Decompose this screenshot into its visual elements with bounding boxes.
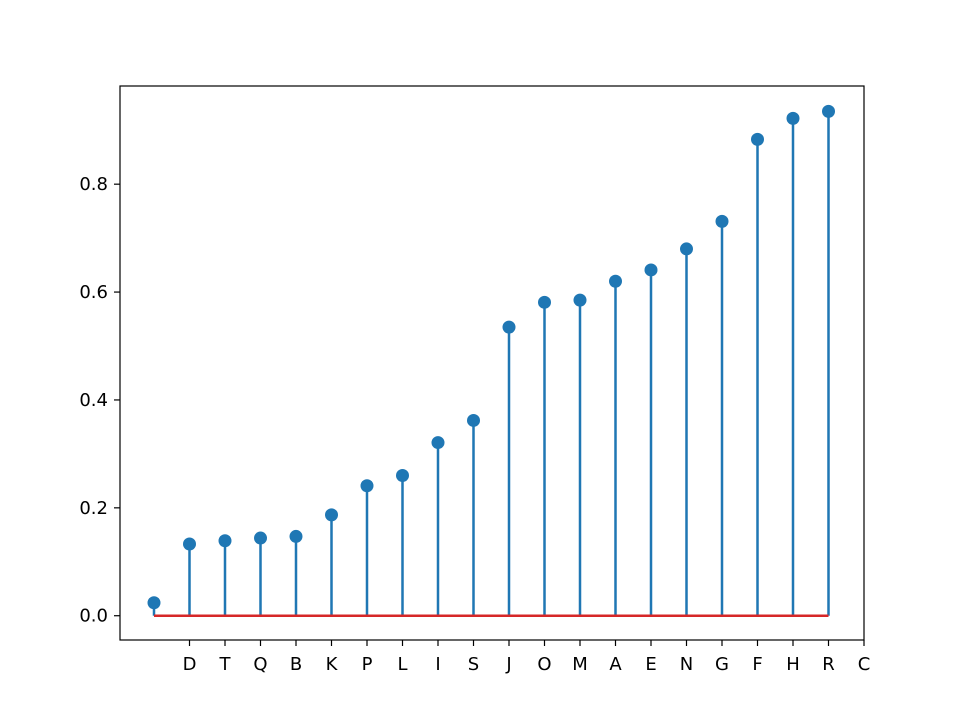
x-tick-label: K bbox=[326, 654, 339, 675]
x-tick-label: T bbox=[219, 654, 232, 675]
stem-marker bbox=[786, 111, 800, 125]
stem-marker bbox=[467, 413, 480, 427]
stem-marker bbox=[644, 263, 658, 277]
x-tick-label: R bbox=[822, 654, 835, 675]
x-tick-label: P bbox=[362, 654, 373, 675]
stem-marker bbox=[822, 104, 835, 118]
x-tick-label: J bbox=[505, 654, 511, 675]
x-tick-label: O bbox=[537, 654, 551, 675]
x-tick-label: A bbox=[609, 654, 622, 675]
y-tick-label: 0.0 bbox=[79, 606, 108, 627]
x-tick-label: C bbox=[858, 654, 871, 675]
stem-marker bbox=[609, 274, 622, 288]
x-tick-label: L bbox=[397, 654, 407, 675]
x-tick-label: E bbox=[645, 654, 656, 675]
x-tick-label: G bbox=[715, 654, 729, 675]
x-tick-label: Q bbox=[253, 654, 267, 675]
stem-marker bbox=[502, 320, 516, 334]
stem-marker bbox=[183, 537, 196, 551]
stem-marker bbox=[147, 596, 161, 610]
x-tick-label: I bbox=[435, 654, 440, 675]
stem-marker bbox=[218, 534, 232, 548]
axes-frame bbox=[119, 85, 865, 641]
x-tick-label: H bbox=[786, 654, 800, 675]
x-tick-label: B bbox=[290, 654, 302, 675]
y-tick-label: 0.4 bbox=[79, 390, 108, 411]
stem-marker bbox=[680, 242, 693, 256]
stem-marker bbox=[751, 132, 764, 146]
x-tick-label: M bbox=[572, 654, 588, 675]
x-tick-label: S bbox=[468, 654, 479, 675]
x-tick-label: F bbox=[752, 654, 762, 675]
stem-marker bbox=[254, 531, 267, 545]
stem-marker bbox=[431, 436, 445, 450]
stem-marker bbox=[325, 508, 338, 522]
plot-area: 0.0 0.2 0.4 0.6 0.8 D T Q B K P L I S J O M A E N G F H R C bbox=[79, 85, 871, 675]
y-tick-label: 0.6 bbox=[79, 282, 108, 303]
y-tick-label: 0.8 bbox=[79, 174, 108, 195]
stem-marker bbox=[538, 295, 551, 309]
stem-marker bbox=[360, 479, 374, 493]
y-tick-label: 0.2 bbox=[79, 498, 108, 519]
stem-marker bbox=[289, 529, 303, 543]
stem-marker bbox=[396, 468, 409, 482]
stem-marker bbox=[573, 293, 587, 307]
x-tick-label: D bbox=[183, 654, 197, 675]
stem-marker bbox=[715, 214, 729, 228]
x-tick-label: N bbox=[680, 654, 693, 675]
